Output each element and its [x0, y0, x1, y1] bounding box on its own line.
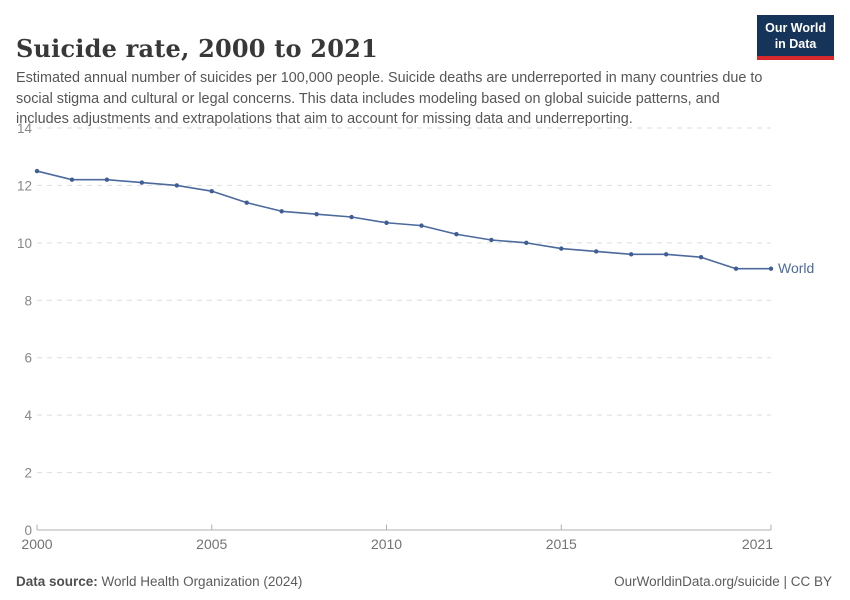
data-point: [279, 209, 284, 214]
chart-footer: Data source: World Health Organization (…: [16, 574, 832, 589]
data-point: [559, 246, 564, 251]
owid-logo-line1: Our World: [765, 21, 826, 35]
owid-logo: Our World in Data: [757, 15, 834, 60]
data-point: [489, 237, 494, 243]
data-source-label: Data source:: [16, 574, 98, 589]
data-point: [174, 183, 180, 188]
data-point: [139, 180, 145, 185]
y-tick-label: 6: [24, 351, 32, 366]
data-source: Data source: World Health Organization (…: [16, 574, 302, 589]
y-tick-label: 12: [17, 178, 32, 193]
data-point: [524, 240, 529, 246]
data-point: [733, 266, 739, 271]
data-point: [314, 211, 319, 217]
data-point: [768, 266, 774, 271]
y-tick-label: 14: [17, 121, 33, 136]
data-point: [454, 232, 459, 237]
chart-subtitle: Estimated annual number of suicides per …: [16, 70, 763, 127]
x-tick-label: 2000: [21, 536, 52, 552]
x-tick-label: 2010: [371, 536, 402, 552]
data-point: [349, 214, 354, 220]
data-point: [34, 168, 40, 174]
data-point: [209, 188, 214, 194]
y-tick-label: 2: [24, 466, 32, 481]
data-point: [69, 177, 75, 182]
world-line: [36, 170, 771, 270]
credit-link[interactable]: OurWorldinData.org/suicide | CC BY: [614, 574, 832, 589]
x-tick-label: 2015: [546, 536, 577, 552]
data-point: [698, 255, 704, 260]
data-point: [419, 223, 424, 228]
x-tick-label: 2021: [742, 536, 773, 552]
chart-title: Suicide rate, 2000 to 2021: [16, 34, 378, 64]
y-tick-label: 8: [24, 293, 32, 308]
data-point: [384, 220, 389, 225]
data-point: [244, 200, 249, 205]
y-tick-label: 10: [17, 236, 32, 251]
data-point: [104, 177, 110, 182]
x-tick-label: 2005: [196, 536, 227, 552]
owid-logo-line2: in Data: [774, 37, 817, 52]
data-source-value: World Health Organization (2024): [97, 574, 303, 589]
entity-label: World: [778, 260, 814, 276]
data-point: [663, 252, 669, 257]
y-tick-label: 0: [24, 523, 32, 538]
data-point: [594, 249, 599, 254]
data-point: [628, 252, 634, 257]
y-tick-label: 4: [24, 408, 32, 423]
